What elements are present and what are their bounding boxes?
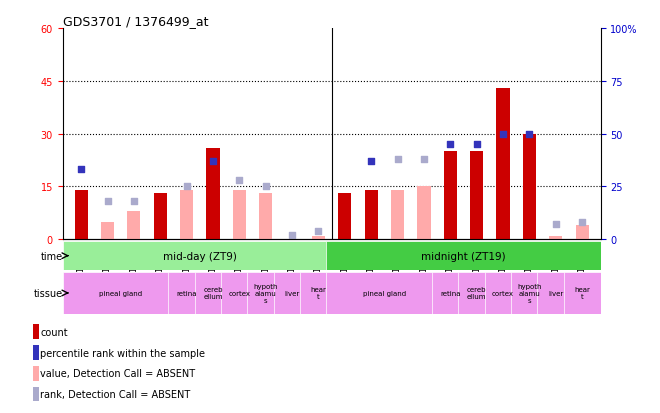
Text: value, Detection Call = ABSENT: value, Detection Call = ABSENT [40, 368, 195, 378]
Point [366, 158, 376, 165]
Bar [63, 273, 179, 314]
Point [314, 228, 324, 235]
Bar [470, 152, 483, 240]
Text: pineal gland: pineal gland [363, 290, 406, 296]
Point [445, 142, 455, 148]
Bar [32, 325, 39, 339]
Bar [496, 89, 510, 240]
Point [471, 142, 482, 148]
Text: tissue: tissue [34, 288, 63, 298]
Bar [168, 273, 205, 314]
Bar [32, 387, 39, 401]
Bar [63, 242, 337, 271]
Text: hear
t: hear t [574, 287, 590, 300]
Bar [207, 148, 220, 240]
Bar [180, 190, 193, 240]
Point [498, 131, 508, 138]
Bar [101, 222, 114, 240]
Bar [327, 242, 601, 271]
Bar [564, 273, 601, 314]
Text: GDS3701 / 1376499_at: GDS3701 / 1376499_at [63, 15, 208, 28]
Bar [32, 345, 39, 360]
Bar [233, 190, 246, 240]
Point [129, 198, 139, 205]
Text: cereb
ellum: cereb ellum [467, 287, 486, 300]
Bar [523, 134, 536, 240]
Point [208, 158, 218, 165]
Text: midnight (ZT19): midnight (ZT19) [421, 251, 506, 261]
Bar [327, 273, 442, 314]
Bar [154, 194, 167, 240]
Bar [221, 273, 258, 314]
Bar [417, 187, 430, 240]
Point [524, 131, 535, 138]
Bar [549, 236, 562, 240]
Text: cortex: cortex [492, 290, 514, 296]
Point [261, 183, 271, 190]
Text: hear
t: hear t [310, 287, 327, 300]
Text: liver: liver [548, 290, 564, 296]
Text: retina: retina [176, 290, 197, 296]
Point [182, 183, 192, 190]
Bar [432, 273, 469, 314]
Bar [32, 366, 39, 381]
Text: count: count [40, 327, 68, 337]
Bar [391, 190, 404, 240]
Point [234, 177, 245, 184]
Bar [195, 273, 232, 314]
Point [577, 219, 587, 226]
Bar [259, 194, 273, 240]
Bar [537, 273, 574, 314]
Bar [274, 273, 311, 314]
Text: mid-day (ZT9): mid-day (ZT9) [163, 251, 237, 261]
Point [418, 156, 429, 163]
Text: cortex: cortex [228, 290, 250, 296]
Bar [248, 273, 284, 314]
Bar [312, 236, 325, 240]
Bar [576, 225, 589, 240]
Point [287, 232, 298, 239]
Bar [75, 190, 88, 240]
Text: hypoth
alamu
s: hypoth alamu s [253, 283, 278, 303]
Text: cereb
ellum: cereb ellum [203, 287, 222, 300]
Point [76, 167, 86, 173]
Bar [511, 273, 548, 314]
Text: percentile rank within the sample: percentile rank within the sample [40, 348, 205, 358]
Text: time: time [41, 251, 63, 261]
Text: retina: retina [440, 290, 461, 296]
Text: liver: liver [284, 290, 300, 296]
Bar [444, 152, 457, 240]
Bar [300, 273, 337, 314]
Bar [484, 273, 521, 314]
Bar [364, 190, 378, 240]
Point [102, 198, 113, 205]
Bar [338, 194, 351, 240]
Text: hypoth
alamu
s: hypoth alamu s [517, 283, 542, 303]
Bar [458, 273, 495, 314]
Bar [127, 211, 141, 240]
Point [392, 156, 403, 163]
Text: rank, Detection Call = ABSENT: rank, Detection Call = ABSENT [40, 389, 191, 399]
Point [550, 221, 561, 228]
Text: pineal gland: pineal gland [99, 290, 143, 296]
